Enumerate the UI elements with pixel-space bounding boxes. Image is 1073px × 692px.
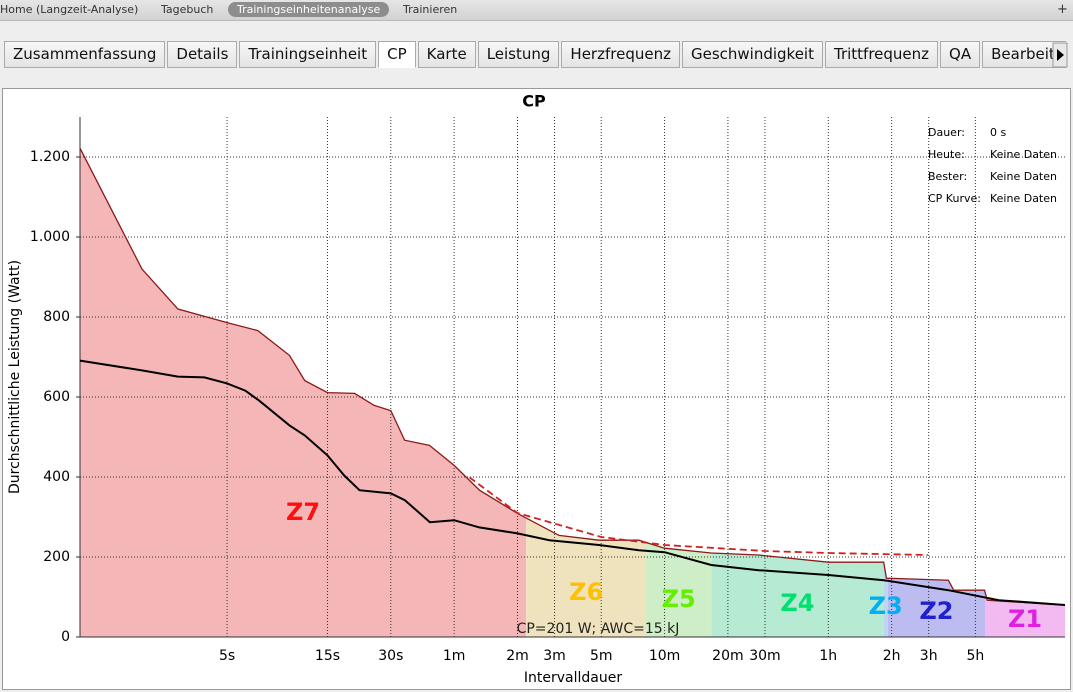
- menu-plus[interactable]: +: [1057, 2, 1068, 17]
- zone-label: Z5: [662, 585, 696, 613]
- info-value: 0 s: [990, 126, 1006, 139]
- x-tick-label: 5h: [966, 648, 984, 664]
- x-tick-label: 3m: [543, 648, 566, 664]
- x-tick-label: 30s: [378, 648, 403, 664]
- menu-item[interactable]: Trainingseinheitenanalyse: [228, 2, 390, 17]
- tab[interactable]: Leistung: [477, 41, 560, 68]
- info-value: Keine Daten: [990, 192, 1057, 205]
- info-label: Heute:: [928, 148, 965, 161]
- x-tick-label: 20m: [712, 648, 743, 664]
- x-tick-label: 30m: [749, 648, 780, 664]
- y-tick-label: 800: [43, 309, 70, 325]
- y-tick-label: 1.200: [30, 149, 70, 165]
- x-tick-label: 2h: [883, 648, 901, 664]
- zone-label: Z1: [1008, 605, 1042, 633]
- tab[interactable]: CP: [378, 41, 416, 68]
- zone-area: [984, 591, 1065, 637]
- info-value: Keine Daten: [990, 170, 1057, 183]
- y-tick-label: 200: [43, 549, 70, 565]
- zone-area: [80, 148, 527, 637]
- cp-annotation: CP=201 W; AWC=15 kJ: [517, 621, 680, 637]
- x-tick-label: 5m: [590, 648, 613, 664]
- y-tick-label: 0: [61, 629, 70, 645]
- zone-label: Z2: [919, 597, 953, 625]
- power-line: [79, 359, 1066, 606]
- x-tick-label: 2m: [506, 648, 529, 664]
- tab[interactable]: Herzfrequenz: [561, 41, 680, 68]
- y-axis-label: Durchschnittliche Leistung (Watt): [7, 260, 23, 494]
- tab-scroll-arrow: [1057, 49, 1064, 61]
- tab[interactable]: Karte: [417, 41, 476, 68]
- tab[interactable]: Bearbeiten: [982, 41, 1066, 68]
- tab[interactable]: Zusammenfassung: [4, 41, 166, 68]
- x-tick-label: 1m: [443, 648, 466, 664]
- tab[interactable]: Trainingseinheit: [239, 41, 377, 68]
- x-tick-label: 1h: [819, 648, 837, 664]
- y-tick-label: 1.000: [30, 229, 70, 245]
- chart-title: CP: [522, 92, 546, 111]
- tab[interactable]: Trittfrequenz: [824, 41, 939, 68]
- tab-bar: Zusammenfassung Details Trainingseinheit CP…: [4, 41, 1066, 68]
- info-label: CP Kurve:: [928, 192, 981, 205]
- power-line: [79, 147, 1066, 606]
- model-line: [468, 476, 928, 556]
- zone-label: Z6: [569, 578, 603, 606]
- zone-label: Z7: [286, 498, 320, 526]
- x-tick-label: 3h: [920, 648, 938, 664]
- info-label: Bester:: [928, 170, 967, 183]
- zone-label: Z3: [869, 592, 903, 620]
- menu-item[interactable]: Tagebuch: [161, 3, 214, 16]
- menu-item[interactable]: Trainieren: [403, 3, 458, 16]
- x-tick-label: 5s: [219, 648, 235, 664]
- zone-area: [646, 542, 712, 637]
- tab[interactable]: QA: [940, 41, 981, 68]
- y-tick-label: 400: [43, 469, 70, 485]
- zone-area: [711, 553, 884, 637]
- tab[interactable]: Details: [167, 41, 238, 68]
- x-tick-label: 15s: [315, 648, 340, 664]
- info-label: Dauer:: [928, 126, 965, 139]
- tab[interactable]: Geschwindigkeit: [681, 41, 823, 68]
- menu-bar: Home (Langzeit-Analyse) Tagebuch Trainings…: [0, 0, 1073, 21]
- y-tick-label: 600: [43, 389, 70, 405]
- zone-label: Z4: [780, 589, 814, 617]
- info-value: Keine Daten: [990, 148, 1057, 161]
- menu-item[interactable]: Home (Langzeit-Analyse): [0, 3, 139, 16]
- x-tick-label: 10m: [649, 648, 680, 664]
- x-axis-label: Intervalldauer: [524, 670, 622, 686]
